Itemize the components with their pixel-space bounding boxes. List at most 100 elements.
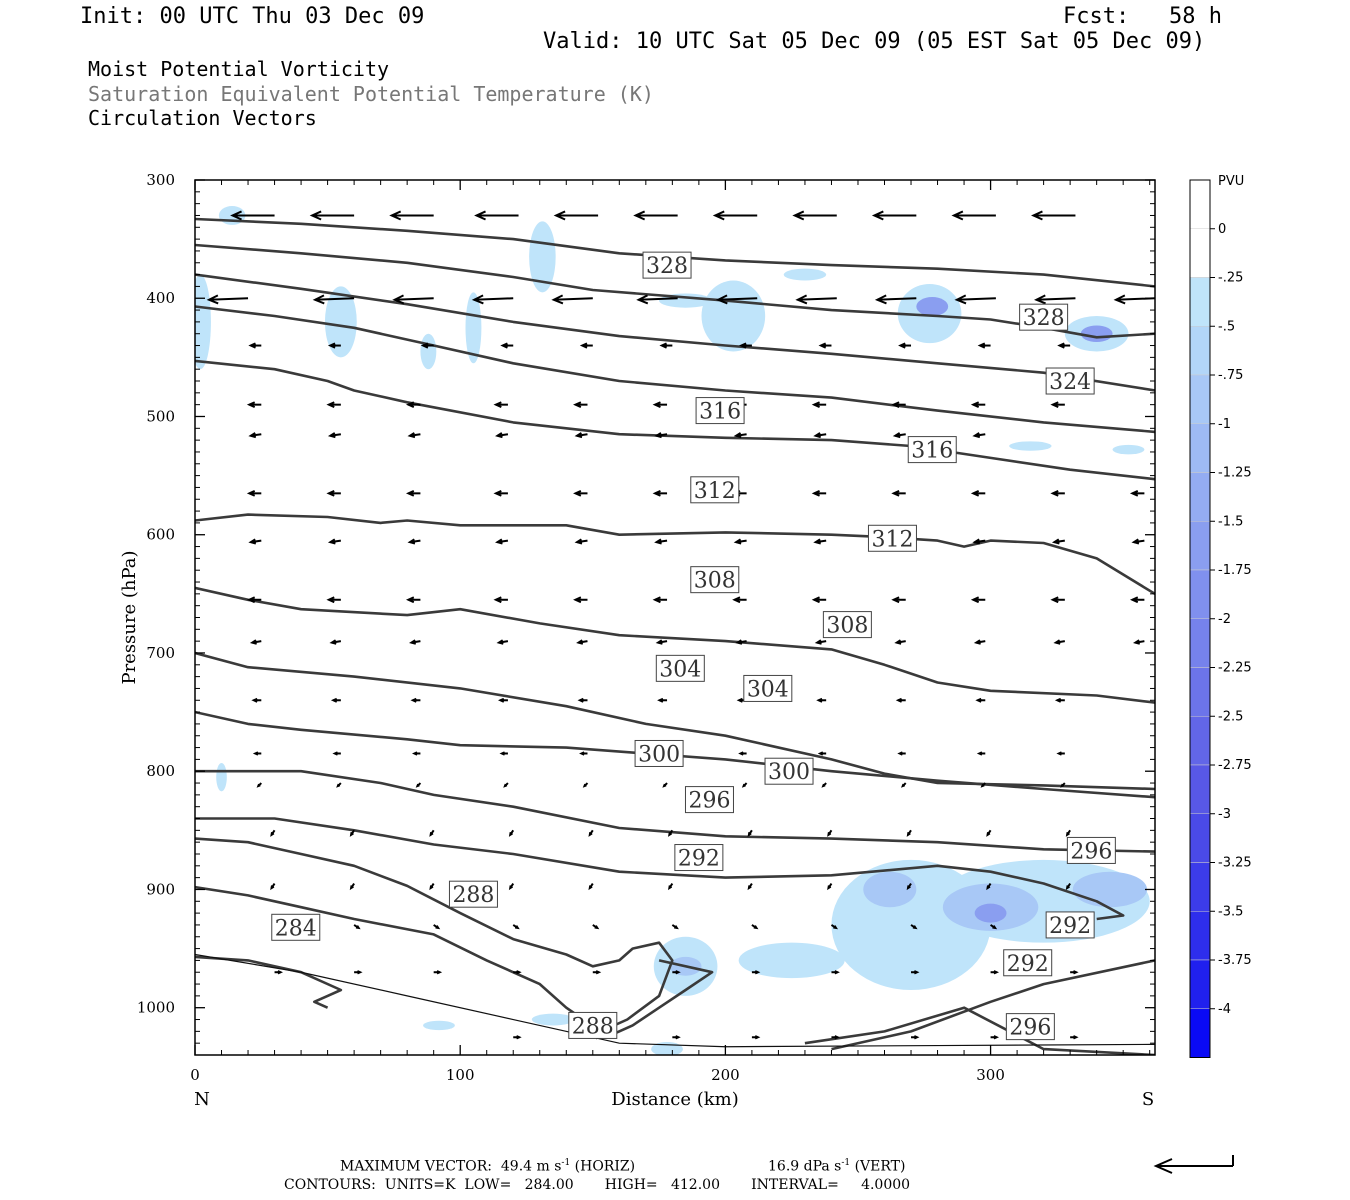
circulation-vector [906, 829, 912, 837]
circulation-vector [433, 970, 443, 975]
contour-info: CONTOURS: UNITS=K LOW= 284.00 HIGH= 412.… [284, 1177, 911, 1193]
vector-head [312, 294, 325, 305]
circulation-vector [1070, 1035, 1079, 1040]
contour-label: 308 [690, 566, 740, 594]
circulation-vector [1113, 294, 1155, 305]
vector-head [405, 401, 415, 409]
circulation-vector [827, 882, 833, 891]
circulation-vector [429, 829, 435, 837]
circulation-vector [353, 924, 361, 930]
theta-contour-292 [831, 959, 1155, 1051]
vector-head [407, 432, 416, 439]
vector-head [834, 970, 840, 975]
circulation-vector [330, 697, 341, 703]
contour-label-box [568, 1011, 618, 1039]
circulation-vector [407, 432, 421, 439]
circulation-vector [975, 697, 986, 703]
circulation-vector [751, 970, 761, 975]
contour-label-box [1045, 367, 1095, 395]
max-vector-text: MAXIMUM VECTOR: 49.4 m s-1 (HORIZ) [340, 1158, 635, 1175]
circulation-vector [553, 210, 599, 221]
circulation-vector [667, 882, 674, 891]
circulation-vector [349, 882, 355, 891]
vector-head [912, 925, 918, 930]
circulation-vector [327, 432, 341, 439]
vector-head [741, 783, 746, 788]
vector-head [874, 294, 887, 305]
vector-head [732, 596, 741, 604]
circulation-vector [153, 211, 195, 219]
circulation-vector [326, 401, 341, 409]
circulation-vector [256, 782, 263, 788]
circulation-vector [977, 342, 991, 349]
contour-label: 304 [655, 654, 705, 682]
vector-head [471, 294, 484, 305]
vector-head [1051, 538, 1060, 545]
circulation-vector [513, 1035, 522, 1040]
circulation-vector [733, 538, 747, 545]
contour-label-box [1005, 1013, 1055, 1041]
circulation-vector [246, 490, 262, 497]
vector-head [897, 751, 903, 756]
vector-head [675, 970, 681, 975]
circulation-vector [1070, 970, 1079, 975]
vector-head [1053, 639, 1061, 645]
vector-head [405, 596, 415, 604]
vector-head [951, 210, 964, 221]
circulation-vector [827, 829, 833, 837]
x-tick-label: 0 [190, 1066, 200, 1084]
vector-shaft [956, 297, 996, 301]
y-tick-label: 700 [146, 644, 175, 662]
vector-head [497, 697, 505, 703]
circulation-vector [655, 639, 668, 645]
circulation-vector [662, 782, 668, 788]
circulation-vector [270, 829, 276, 837]
vector-head [411, 751, 418, 756]
circulation-vector [248, 342, 262, 349]
circulation-vector [392, 294, 434, 305]
vector-head [270, 885, 275, 891]
vector-head [153, 211, 162, 219]
circulation-vector [811, 596, 827, 604]
colorbar-label: -1.5 [1218, 514, 1243, 529]
contour-label: 308 [822, 611, 872, 639]
circulation-vector [1132, 639, 1145, 645]
circulation-vector [795, 294, 837, 305]
colorbar-label: -3.5 [1218, 904, 1243, 919]
colorbar-swatch [1189, 228, 1211, 278]
contour-label-text: 328 [646, 254, 688, 279]
circulation-vector [579, 751, 588, 756]
circulation-vector [493, 596, 508, 604]
circulation-vector [990, 924, 998, 930]
circulation-vectors [153, 210, 1155, 1040]
vector-head [747, 832, 752, 837]
vector-head [792, 210, 805, 221]
vector-head [753, 925, 759, 930]
pv-region [1072, 871, 1148, 908]
vector-head [900, 783, 906, 788]
y-tick-label: 400 [146, 289, 175, 307]
colorbar-label: -4 [1218, 1002, 1231, 1017]
pv-region [974, 903, 1007, 923]
vector-head [891, 401, 900, 409]
vector-head [429, 832, 434, 837]
circulation-vector [970, 596, 986, 604]
circulation-vector [1050, 490, 1065, 497]
vector-head [326, 401, 335, 409]
contour-label: 292 [674, 844, 724, 872]
circulation-vector [891, 596, 906, 604]
colorbar-swatch [1189, 716, 1211, 766]
max-vert-text: 16.9 dPa s-1 (VERT) [768, 1158, 905, 1175]
colorbar-label: -3.25 [1218, 856, 1252, 871]
vector-head [392, 294, 405, 305]
circulation-vector [900, 782, 907, 788]
y-tick-label: 500 [146, 407, 175, 425]
pv-region [916, 297, 949, 316]
pv-region [1009, 441, 1052, 451]
circulation-vector [1131, 538, 1145, 545]
vector-head [436, 970, 443, 975]
theta-contour-288 [195, 837, 674, 1033]
circulation-vector [495, 432, 509, 439]
vector-head [435, 925, 441, 930]
vector-head [736, 697, 743, 703]
